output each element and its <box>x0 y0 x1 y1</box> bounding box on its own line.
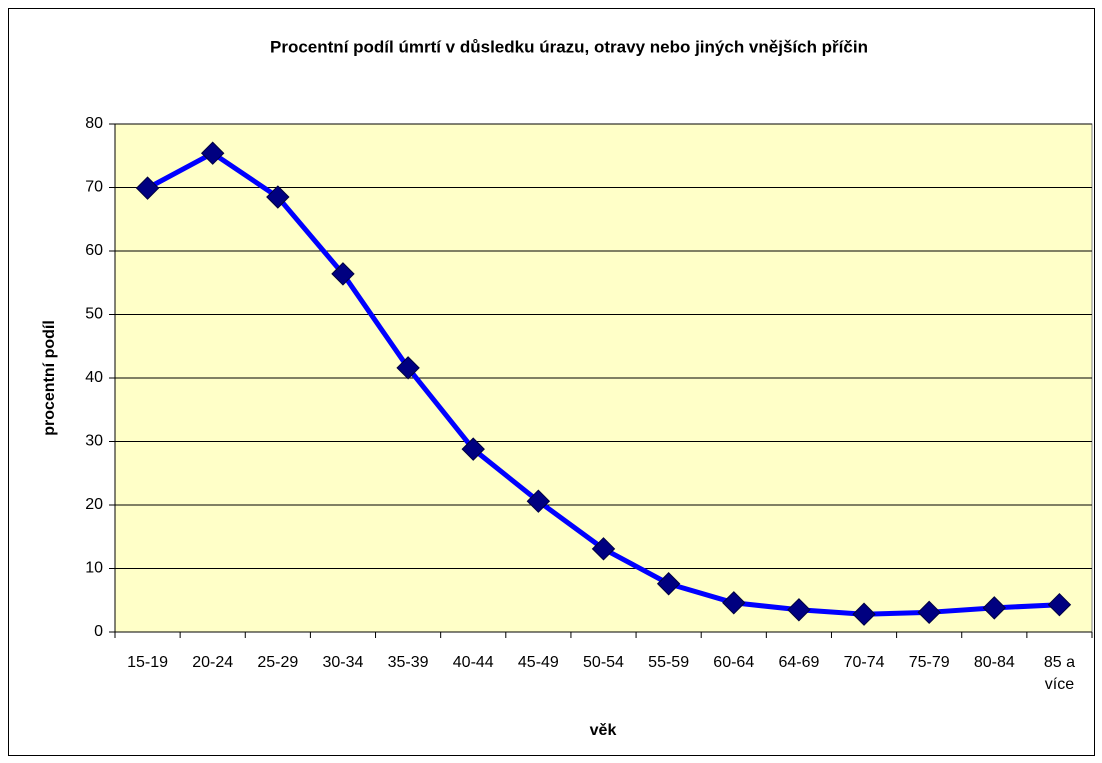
x-tick-label: 85 a více <box>1044 654 1075 693</box>
data-point <box>461 437 485 461</box>
data-point <box>135 176 160 200</box>
x-tick-label: 15-19 <box>127 654 168 671</box>
x-tick-label: 60-64 <box>713 654 754 671</box>
y-axis-label: procentní podíl <box>41 320 58 436</box>
data-point <box>200 141 225 165</box>
y-tick-label: 60 <box>85 242 103 259</box>
y-tick-label: 20 <box>85 496 103 513</box>
y-tick-label: 70 <box>85 179 103 196</box>
x-tick-label: 20-24 <box>192 654 233 671</box>
y-tick-label: 80 <box>85 115 103 132</box>
data-point <box>722 591 746 615</box>
x-tick-label: 64-69 <box>778 654 819 671</box>
data-point <box>917 600 941 625</box>
data-point <box>656 572 681 596</box>
chart-title: Procentní podíl úmrtí v důsledku úrazu, … <box>270 37 868 56</box>
x-axis-label: věk <box>590 722 617 739</box>
data-point <box>396 356 420 380</box>
x-tick-label: 40-44 <box>453 654 494 671</box>
y-tick-label: 30 <box>85 433 103 450</box>
data-point <box>852 602 876 626</box>
x-tick-label: 45-49 <box>518 654 559 671</box>
y-tick-label: 0 <box>94 623 103 640</box>
data-point <box>1047 592 1072 617</box>
x-tick-label: 55-59 <box>648 654 689 671</box>
x-tick-label: 50-54 <box>583 654 624 671</box>
x-tick-label: 35-39 <box>388 654 429 671</box>
data-point <box>982 596 1007 620</box>
data-point <box>331 262 355 286</box>
data-point <box>591 537 616 561</box>
y-tick-label: 40 <box>85 369 103 386</box>
x-tick-label: 25-29 <box>257 654 298 671</box>
x-tick-label: 80-84 <box>974 654 1015 671</box>
y-tick-label: 10 <box>85 560 103 577</box>
x-tick-label: 30-34 <box>323 654 364 671</box>
y-tick-label: 50 <box>85 306 103 323</box>
data-point <box>526 489 551 513</box>
x-tick-label: 75-79 <box>909 654 950 671</box>
data-point <box>266 185 290 209</box>
data-point <box>787 598 811 622</box>
x-tick-label: 70-74 <box>844 654 885 671</box>
